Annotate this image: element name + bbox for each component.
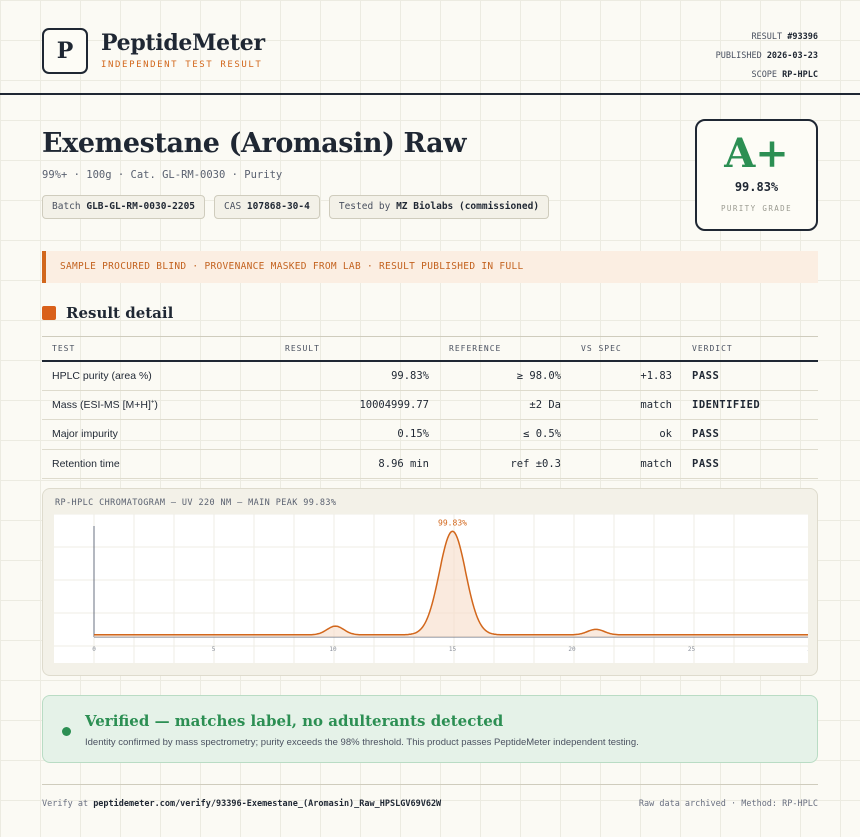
- section-marker-icon: [42, 306, 56, 320]
- product-chips: Batch GLB-GL-RM-0030-2205 CAS 107868-30-…: [42, 195, 550, 219]
- result-value: 10004999.77: [275, 390, 439, 420]
- report-header: P PeptideMeter INDEPENDENT TEST RESULT R…: [42, 28, 818, 80]
- test-name: Mass (ESI-MS [M+H]+): [42, 390, 275, 420]
- verification-description: Identity confirmed by mass spectrometry;…: [85, 737, 639, 748]
- peak-label: 99.83%: [438, 518, 467, 527]
- footer-divider: [42, 784, 818, 785]
- result-detail-heading: Result detail: [42, 304, 173, 322]
- blind-procurement-banner: SAMPLE PROCURED BLIND · PROVENANCE MASKE…: [42, 251, 818, 283]
- peak-area-fill: [94, 531, 808, 637]
- result-id: #93396: [787, 32, 818, 42]
- result-id-line: RESULT #93396: [751, 32, 818, 42]
- chromatogram-series-line: [94, 530, 808, 636]
- reference-value: ±2 Da: [439, 390, 571, 420]
- report-meta: RESULT #93396 PUBLISHED 2026-03-23 SCOPE…: [716, 28, 818, 85]
- header-divider: [0, 93, 860, 95]
- vs-spec-value: match: [571, 449, 682, 479]
- purity-grade-card: A+ 99.83% PURITY GRADE: [695, 119, 818, 231]
- column-header: TEST: [42, 336, 275, 362]
- plot-background: [54, 514, 808, 663]
- test-name: Retention time: [42, 449, 275, 479]
- column-header: RESULT: [275, 336, 439, 362]
- verification-panel: Verified — matches label, no adulterants…: [42, 695, 818, 763]
- reference-value: ref ±0.3: [439, 449, 571, 479]
- tested-by-chip: Tested by MZ Biolabs (commissioned): [328, 195, 550, 219]
- result-detail-title: Result detail: [66, 304, 174, 322]
- vs-spec-value: match: [571, 390, 682, 420]
- table-row: Mass (ESI-MS [M+H]+) 10004999.77 ±2 Da m…: [42, 390, 818, 420]
- grade-letter: A+: [724, 130, 789, 177]
- verified-check-icon: [62, 727, 71, 736]
- scope-value: RP-HPLC: [782, 70, 818, 80]
- vs-spec-value: ok: [571, 419, 682, 450]
- published-line: PUBLISHED 2026-03-23: [715, 51, 818, 61]
- batch-chip: Batch GLB-GL-RM-0030-2205: [42, 195, 206, 219]
- table-header-row: TEST RESULT REFERENCE VS SPEC VERDICT: [42, 336, 818, 362]
- x-tick-label: 0: [92, 646, 96, 653]
- x-tick-label: 25: [688, 646, 696, 653]
- verify-link-line: Verify at peptidemeter.com/verify/93396-…: [42, 799, 442, 809]
- vs-spec-value: +1.83: [571, 360, 682, 391]
- scope-line: SCOPE RP-HPLC: [751, 70, 818, 80]
- verdict-badge: IDENTIFIED: [682, 390, 818, 420]
- result-value: 8.96 min: [275, 449, 439, 479]
- cas-chip: CAS 107868-30-4: [214, 195, 320, 219]
- table-row: Retention time 8.96 min ref ±0.3 match P…: [42, 449, 818, 479]
- reference-value: ≤ 0.5%: [439, 419, 571, 450]
- results-table: TEST RESULT REFERENCE VS SPEC VERDICT HP…: [42, 336, 818, 479]
- test-name: Major impurity: [42, 419, 275, 450]
- chromatogram-chart: 99.83% 0 5 10 15 20 25 30: [54, 514, 808, 663]
- table-row: Major impurity 0.15% ≤ 0.5% ok PASS: [42, 419, 818, 450]
- chromatogram-card: RP-HPLC CHROMATOGRAM — UV 220 NM — MAIN …: [42, 488, 818, 676]
- x-tick-label: 15: [449, 646, 457, 653]
- x-tick-label: 10: [329, 646, 337, 653]
- brand-tagline: INDEPENDENT TEST RESULT: [101, 60, 263, 70]
- result-value: 99.83%: [275, 360, 439, 391]
- grade-label: PURITY GRADE: [721, 204, 792, 213]
- verify-url[interactable]: peptidemeter.com/verify/93396-Exemestane…: [93, 799, 442, 809]
- verdict-badge: PASS: [682, 360, 818, 391]
- column-header: VS SPEC: [571, 336, 682, 362]
- grade-value: 99.83%: [734, 180, 779, 194]
- product-title: Exemestane (Aromasin) Raw: [42, 128, 467, 159]
- result-value: 0.15%: [275, 419, 439, 450]
- footer-note: Raw data archived · Method: RP-HPLC: [638, 799, 818, 809]
- x-tick-label: 30: [807, 646, 808, 653]
- verdict-badge: PASS: [682, 449, 818, 479]
- column-header: REFERENCE: [439, 336, 571, 362]
- brand-name: PeptideMeter: [101, 30, 265, 56]
- verdict-badge: PASS: [682, 419, 818, 450]
- column-header: VERDICT: [682, 336, 818, 362]
- logo-icon: P: [42, 28, 88, 74]
- chromatogram-title: RP-HPLC CHROMATOGRAM — UV 220 NM — MAIN …: [55, 498, 337, 508]
- table-row: HPLC purity (area %) 99.83% ≥ 98.0% +1.8…: [42, 360, 818, 391]
- x-tick-label: 5: [212, 646, 216, 653]
- published-date: 2026-03-23: [766, 51, 818, 61]
- test-name: HPLC purity (area %): [42, 360, 275, 391]
- product-subtitle: 99%+ · 100g · Cat. GL-RM-0030 · Purity: [42, 169, 283, 181]
- reference-value: ≥ 98.0%: [439, 360, 571, 391]
- verification-title: Verified — matches label, no adulterants…: [85, 712, 504, 730]
- x-tick-label: 20: [568, 646, 576, 653]
